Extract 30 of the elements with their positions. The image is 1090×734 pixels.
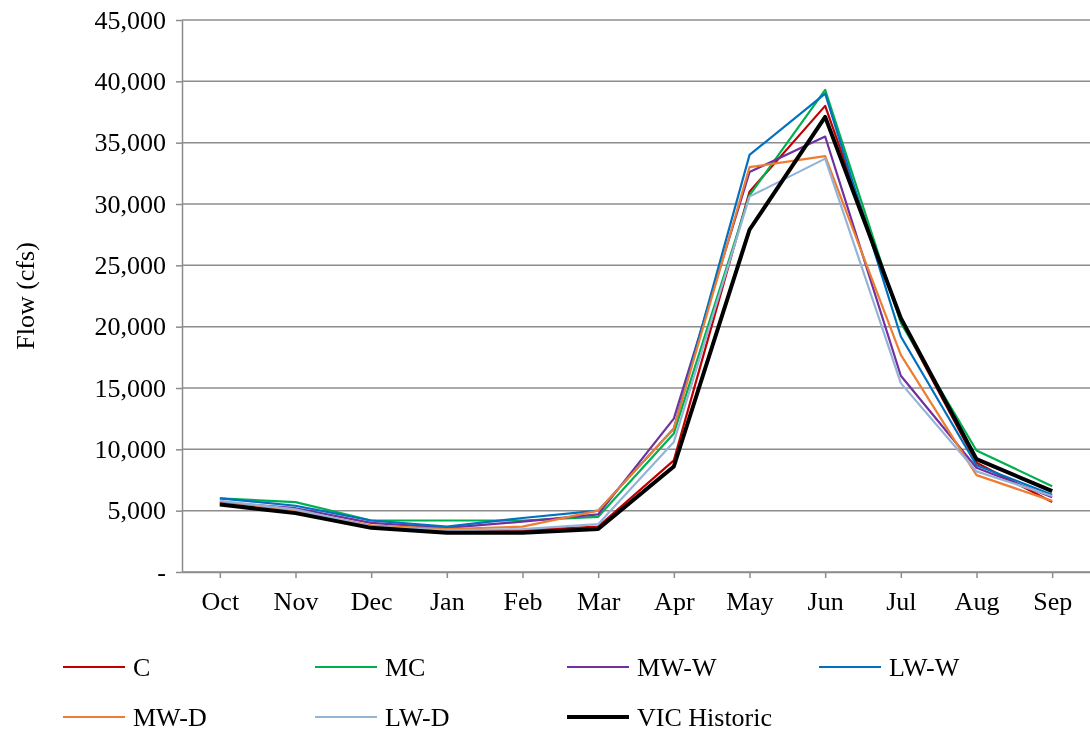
x-tick-label: Sep (1033, 586, 1073, 616)
y-tick-label: 20,000 (94, 312, 166, 342)
x-tick-label: Nov (273, 586, 319, 616)
legend-label: LW-W (889, 653, 960, 682)
x-tick-label: Dec (350, 586, 393, 616)
legend-label: MW-D (133, 703, 207, 732)
x-tick-label: Apr (654, 586, 695, 616)
legend-label: VIC Historic (637, 703, 773, 732)
x-tick-label: Oct (201, 586, 240, 616)
x-tick-label: May (726, 586, 774, 616)
y-tick-label: - (157, 557, 166, 587)
x-tick-label: Mar (577, 586, 621, 616)
legend-label: MC (385, 653, 426, 682)
legend-label: LW-D (385, 703, 450, 732)
x-tick-label: Jun (807, 586, 844, 616)
y-tick-label: 30,000 (94, 189, 166, 219)
x-tick-label: Aug (954, 586, 1000, 616)
y-tick-label: 15,000 (94, 373, 166, 403)
y-tick-label: 10,000 (94, 435, 166, 465)
legend-label: C (133, 653, 151, 682)
y-axis-title: Flow (cfs) (11, 242, 40, 350)
y-tick-label: 40,000 (94, 67, 166, 97)
y-tick-label: 5,000 (107, 496, 166, 526)
y-tick-label: 25,000 (94, 251, 166, 281)
legend-label: MW-W (637, 653, 717, 682)
y-tick-label: 45,000 (94, 5, 166, 35)
x-tick-label: Feb (503, 586, 543, 616)
y-tick-label: 35,000 (94, 128, 166, 158)
x-tick-label: Jul (886, 586, 917, 616)
x-tick-label: Jan (430, 586, 465, 616)
